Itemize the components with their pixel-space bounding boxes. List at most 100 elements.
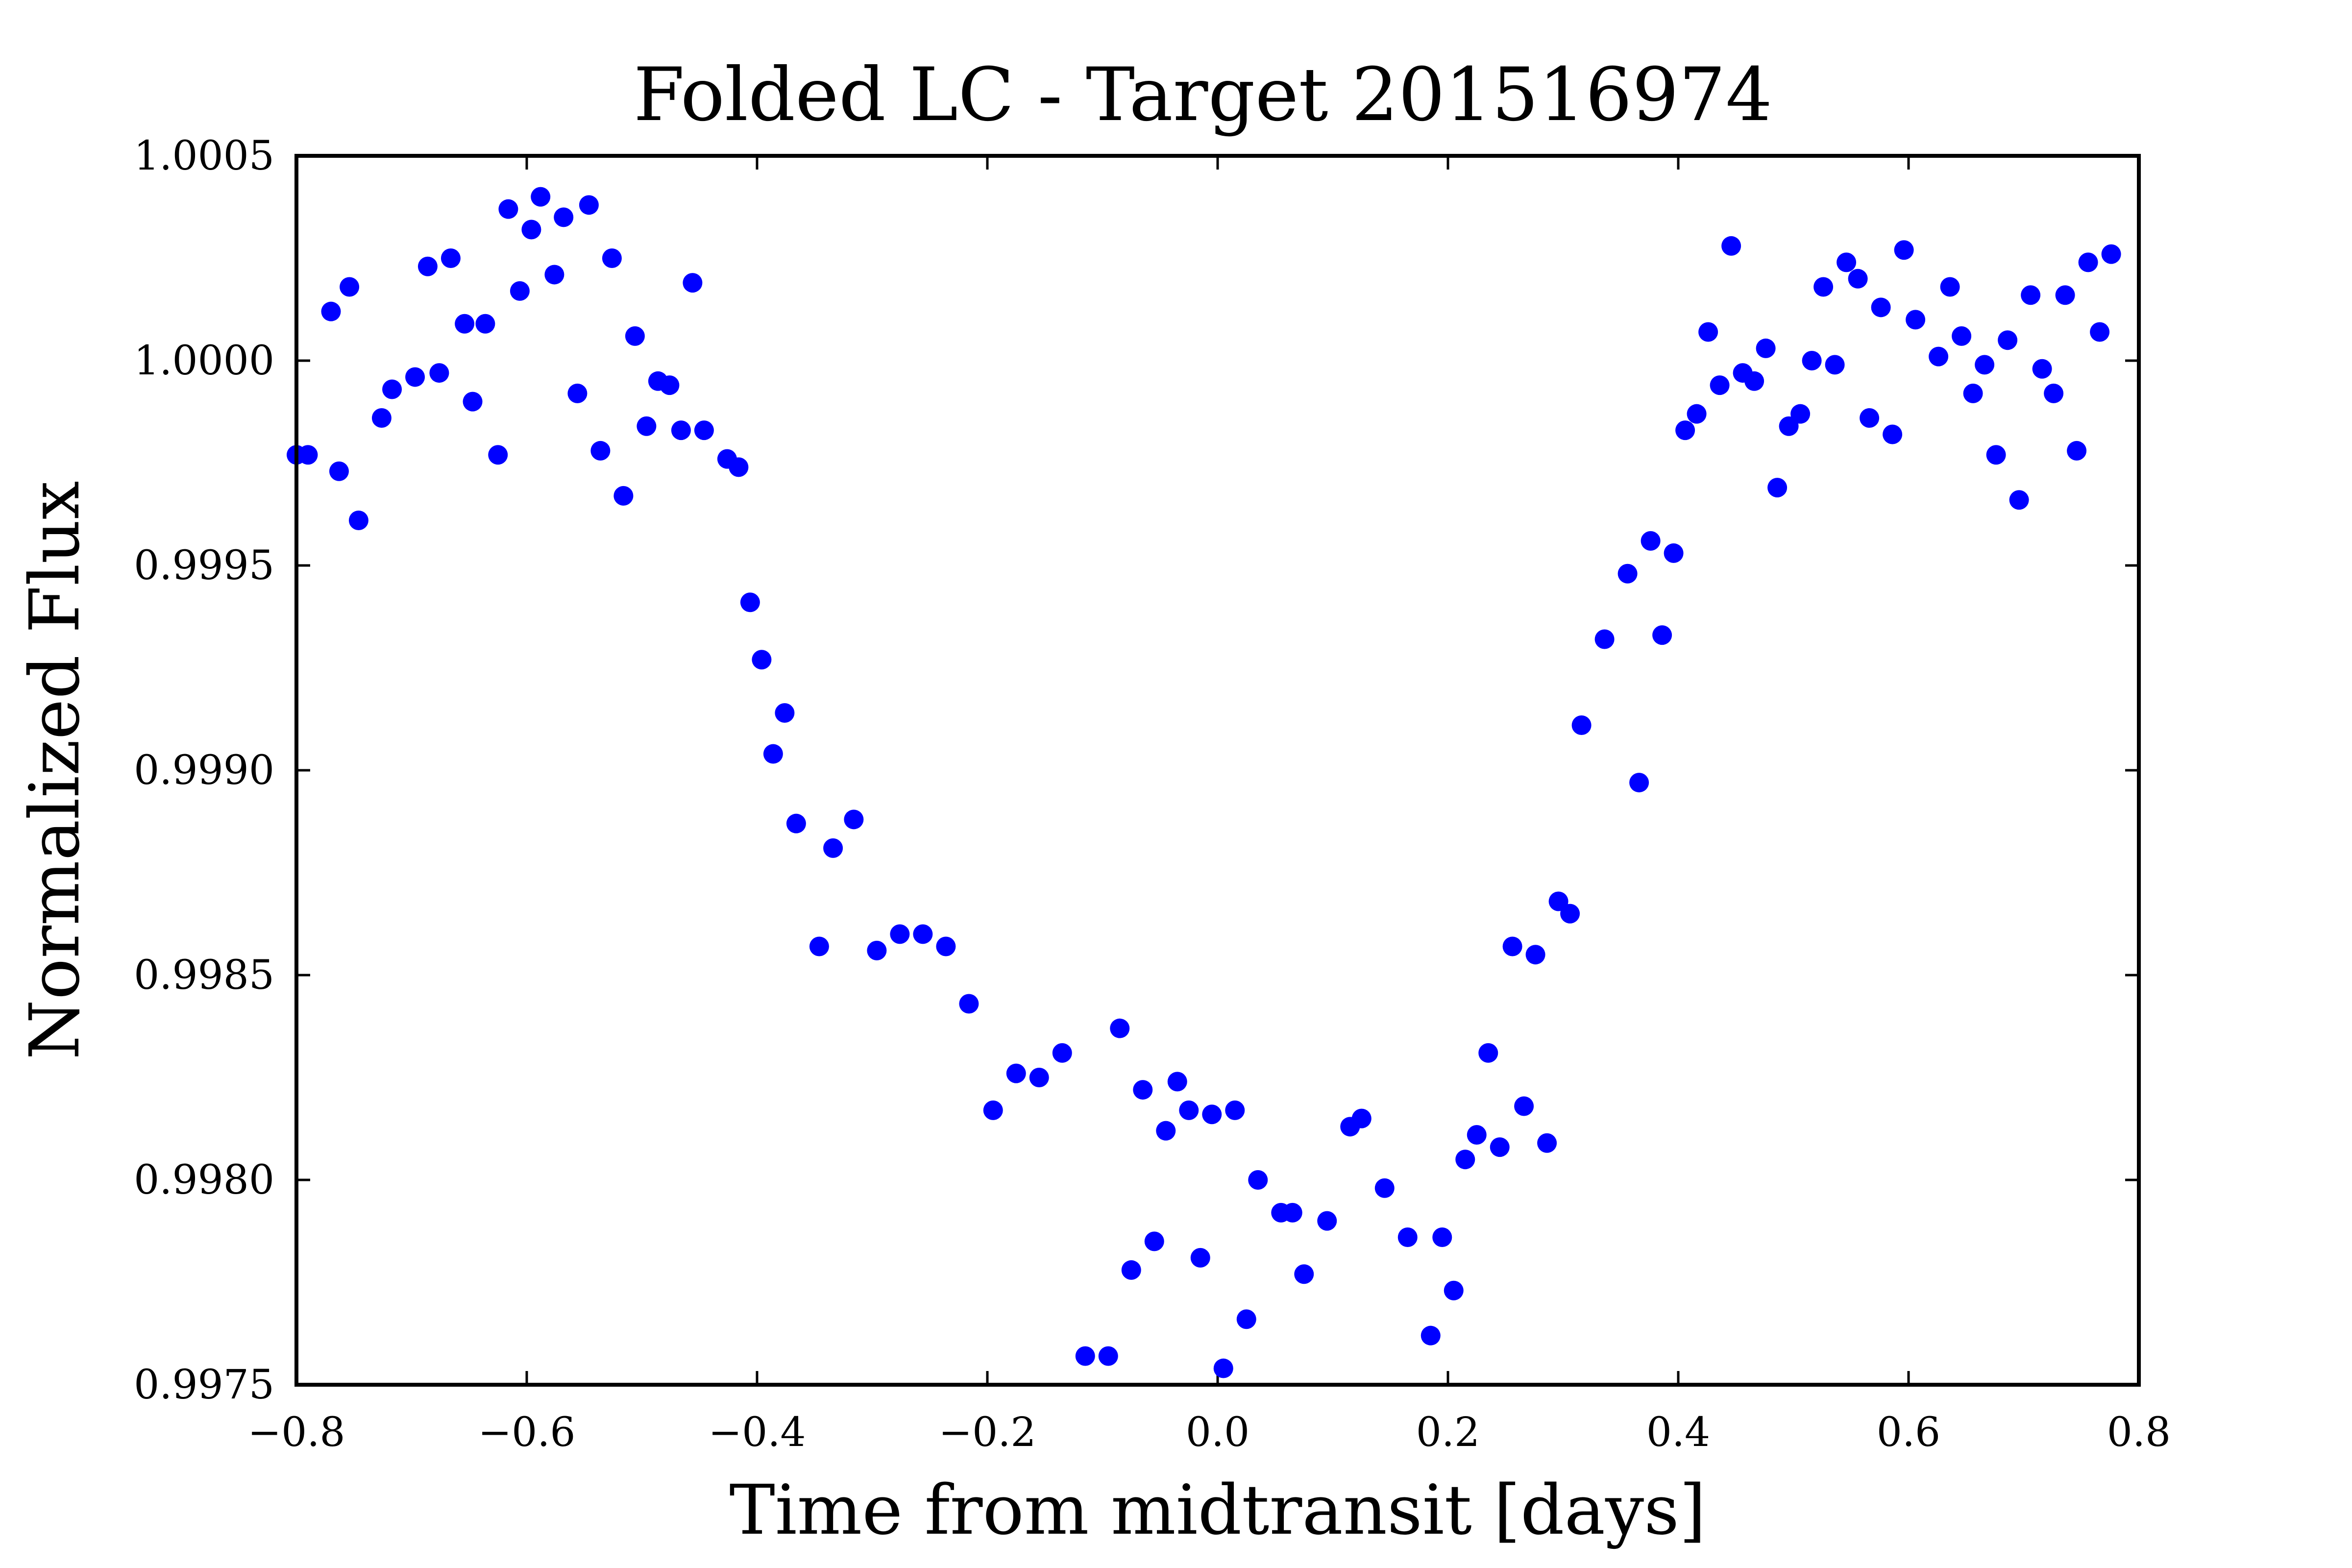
data-point xyxy=(1906,310,1926,330)
data-point xyxy=(1675,420,1695,441)
data-point xyxy=(1225,1100,1245,1120)
y-tick-label: 1.0005 xyxy=(134,133,274,179)
data-point xyxy=(1236,1309,1256,1329)
data-point xyxy=(1571,715,1592,735)
data-point xyxy=(1744,371,1764,391)
data-point xyxy=(2009,490,2029,510)
data-point xyxy=(729,457,749,477)
data-point xyxy=(1698,322,1718,342)
data-point xyxy=(625,326,645,346)
data-point xyxy=(1294,1264,1314,1284)
data-point xyxy=(1594,629,1615,649)
data-point xyxy=(1455,1150,1475,1170)
data-point xyxy=(1929,346,1949,367)
data-point xyxy=(823,838,843,858)
data-point xyxy=(1537,1133,1557,1153)
data-point xyxy=(602,248,622,268)
data-point xyxy=(1190,1248,1210,1268)
data-point xyxy=(1144,1231,1164,1251)
data-point xyxy=(510,281,530,301)
data-point xyxy=(2044,383,2064,403)
y-tick-label: 0.9990 xyxy=(134,747,274,794)
data-point xyxy=(1975,355,1995,375)
data-point xyxy=(1179,1100,1199,1120)
data-point xyxy=(1282,1202,1302,1223)
data-point xyxy=(321,301,341,321)
data-point xyxy=(1767,478,1788,498)
data-point xyxy=(1133,1080,1153,1100)
data-point xyxy=(1421,1325,1441,1346)
data-point xyxy=(1652,625,1672,645)
data-point xyxy=(983,1100,1003,1120)
data-point xyxy=(1525,945,1545,965)
data-point xyxy=(2055,285,2075,305)
data-point xyxy=(936,936,956,956)
data-point xyxy=(2078,252,2098,272)
x-tick-label: 0.0 xyxy=(1186,1409,1250,1456)
data-point xyxy=(1397,1227,1418,1248)
data-point xyxy=(740,592,760,612)
data-point xyxy=(1871,297,1891,318)
data-point xyxy=(382,379,402,399)
data-point xyxy=(1121,1260,1141,1280)
data-point xyxy=(1052,1043,1072,1063)
data-point xyxy=(2021,285,2041,305)
data-point xyxy=(1940,277,1960,297)
y-tick-label: 0.9975 xyxy=(134,1362,274,1408)
data-points xyxy=(287,187,2121,1378)
data-point xyxy=(1317,1211,1337,1231)
data-point xyxy=(475,314,495,334)
data-point xyxy=(1444,1280,1464,1300)
data-point xyxy=(329,461,349,481)
data-point xyxy=(1548,891,1568,911)
x-tick-label: 0.8 xyxy=(2107,1409,2171,1456)
data-point xyxy=(2032,359,2052,379)
data-point xyxy=(1848,269,1868,289)
x-tick-label: −0.8 xyxy=(247,1409,345,1456)
x-tick-label: −0.2 xyxy=(938,1409,1036,1456)
data-point xyxy=(2067,441,2087,461)
data-point xyxy=(694,420,714,441)
data-point xyxy=(348,511,368,531)
data-point xyxy=(1167,1072,1187,1092)
chart-title: Folded LC - Target 201516974 xyxy=(634,52,1772,138)
data-point xyxy=(1351,1108,1372,1128)
data-point xyxy=(1790,404,1811,424)
data-point xyxy=(1502,936,1522,956)
data-point xyxy=(775,703,795,723)
data-point xyxy=(913,924,933,944)
data-point xyxy=(554,207,574,227)
data-point xyxy=(463,392,483,412)
data-point xyxy=(371,408,392,428)
data-point xyxy=(1963,383,1983,403)
data-point xyxy=(786,813,806,833)
data-point xyxy=(1478,1043,1498,1063)
data-point xyxy=(1202,1104,1222,1125)
data-point xyxy=(544,265,564,285)
data-point xyxy=(763,744,783,764)
y-axis-label: Normalized Flux xyxy=(15,481,95,1059)
data-point xyxy=(1813,277,1834,297)
data-point xyxy=(660,375,680,395)
data-point xyxy=(752,650,772,670)
y-tick-label: 1.0000 xyxy=(134,338,274,384)
data-point xyxy=(455,314,475,334)
data-point xyxy=(1802,351,1822,370)
data-point xyxy=(637,416,657,436)
data-point xyxy=(1006,1063,1026,1083)
data-point xyxy=(1514,1096,1534,1116)
data-point xyxy=(340,277,360,297)
data-point xyxy=(1998,330,2018,350)
data-point xyxy=(1248,1170,1268,1190)
data-point xyxy=(567,383,588,403)
data-point xyxy=(2101,244,2121,264)
data-point xyxy=(844,809,864,830)
data-point xyxy=(1664,543,1684,563)
x-axis-label: Time from midtransit [days] xyxy=(729,1470,1706,1550)
data-point xyxy=(498,199,518,219)
data-point xyxy=(867,940,887,960)
data-point xyxy=(683,273,703,293)
data-point xyxy=(488,445,508,465)
x-tick-label: −0.4 xyxy=(708,1409,806,1456)
